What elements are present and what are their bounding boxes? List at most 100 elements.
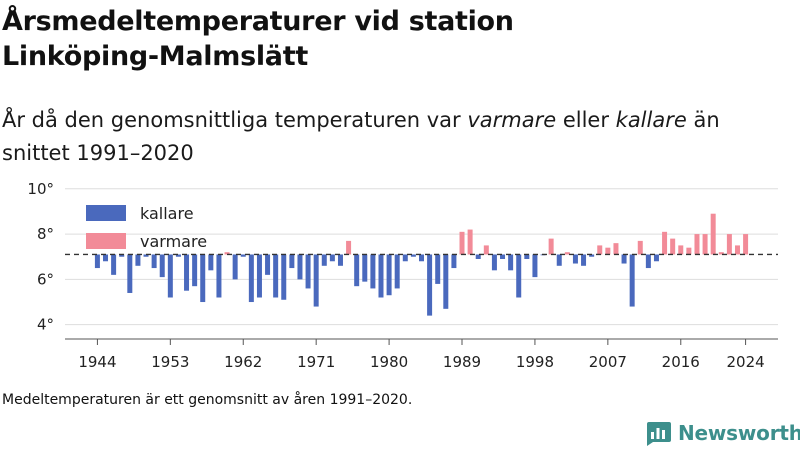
subtitle-colder-word: kallare: [615, 108, 687, 132]
footnote: Medeltemperaturen är ett genomsnitt av å…: [2, 392, 413, 408]
bar-colder: [232, 254, 238, 280]
subtitle-warmer-word: varmare: [467, 108, 557, 132]
bar-colder: [394, 254, 400, 289]
legend-label-colder: kallare: [140, 204, 194, 223]
bar-colder: [329, 254, 335, 262]
bar-warmer: [743, 234, 749, 255]
bar-colder: [94, 254, 100, 269]
axes: 4° 6° 8° 10° 1944 1953 1962 1971 1980 1989 1998 200…: [27, 180, 778, 371]
subtitle-part-2: eller: [556, 108, 616, 132]
bar-colder: [321, 254, 327, 266]
bar-colder: [313, 254, 319, 307]
x-tick-label: 2016: [662, 353, 700, 371]
bar-colder: [621, 254, 627, 264]
bar-warmer: [670, 238, 676, 255]
bar-colder: [248, 254, 254, 303]
bar-colder: [354, 254, 360, 287]
bar-warmer: [718, 252, 724, 255]
bar-colder: [151, 254, 157, 269]
x-tick-label: 1944: [78, 353, 116, 371]
x-tick-label: 1971: [297, 353, 335, 371]
bar-colder: [581, 254, 587, 266]
x-tick-label: 1980: [370, 353, 408, 371]
bar-colder: [159, 254, 165, 278]
bar-colder: [135, 254, 141, 266]
y-tick-label: 10°: [27, 180, 54, 198]
bar-colder: [500, 254, 506, 259]
bar-warmer: [686, 247, 692, 255]
bar-warmer: [726, 234, 732, 255]
bar-colder: [143, 254, 149, 257]
bar-warmer: [662, 231, 668, 255]
bar-warmer: [613, 243, 619, 255]
bar-warmer: [564, 252, 570, 255]
bar-colder: [216, 254, 222, 298]
subtitle-part-3: än snittet 1991–2020: [2, 108, 720, 165]
x-tick-label: 2007: [589, 353, 627, 371]
bar-colder: [256, 254, 262, 298]
bar-colder: [589, 254, 595, 257]
bar-colder: [532, 254, 538, 278]
bar-colder: [281, 254, 287, 300]
y-tick-label: 6°: [37, 270, 54, 288]
bar-warmer: [483, 245, 489, 255]
subtitle-part-1: År då den genomsnittliga temperaturen va…: [2, 108, 468, 132]
bar-colder: [410, 254, 416, 257]
bar-warmer: [548, 238, 554, 255]
bar-warmer: [605, 247, 611, 255]
bar-warmer: [678, 245, 684, 255]
bar-colder: [378, 254, 384, 298]
bar-warmer: [459, 231, 465, 255]
bar-colder: [443, 254, 449, 309]
bar-colder: [240, 254, 246, 257]
x-tick-label: 1998: [516, 353, 554, 371]
bar-colder: [167, 254, 173, 298]
bar-colder: [192, 254, 198, 287]
bar-colder: [653, 254, 659, 262]
bar-colder: [175, 254, 181, 257]
bar-colder: [297, 254, 303, 280]
bar-warmer: [710, 213, 716, 255]
temperature-bar-chart: 4° 6° 8° 10° 1944 1953 1962 1971 1980 1989 1998 200…: [27, 180, 778, 371]
x-tick-label: 1962: [224, 353, 262, 371]
bar-colder: [386, 254, 392, 296]
bar-colder: [435, 254, 441, 284]
bar-colder: [524, 254, 530, 259]
bar-colder: [273, 254, 279, 298]
x-tick-label: 1989: [443, 353, 481, 371]
bar-warmer: [734, 245, 740, 255]
bar-colder: [362, 254, 368, 282]
bar-warmer: [224, 252, 230, 255]
bar-colder: [516, 254, 522, 298]
y-tick-label: 8°: [37, 225, 54, 243]
bar-colder: [491, 254, 497, 271]
bar-warmer: [702, 234, 708, 255]
bar-colder: [451, 254, 457, 269]
chart-subtitle: År då den genomsnittliga temperaturen va…: [2, 104, 792, 170]
bar-colder: [103, 254, 109, 262]
bar-colder: [475, 254, 481, 259]
bar-colder: [111, 254, 117, 275]
legend: kallare varmare: [86, 204, 207, 251]
bar-colder: [265, 254, 271, 275]
legend-swatch-warmer: [86, 233, 126, 249]
bar-warmer: [346, 240, 352, 255]
bar-colder: [402, 254, 408, 262]
bar-colder: [208, 254, 214, 271]
bar-colder: [200, 254, 206, 303]
bar-colder: [184, 254, 190, 291]
bar-colder: [289, 254, 295, 269]
bar-colder: [127, 254, 133, 293]
bar-colder: [427, 254, 433, 316]
bar-warmer: [597, 245, 603, 255]
bar-warmer: [694, 234, 700, 255]
bar-colder: [419, 254, 424, 262]
bar-warmer: [637, 240, 643, 255]
x-tick-label: 1953: [151, 353, 189, 371]
bar-colder: [370, 254, 376, 289]
bar-colder: [119, 254, 125, 257]
chart-title: Årsmedeltemperaturer vid station Linköpi…: [2, 6, 514, 72]
bars: [94, 213, 749, 316]
legend-swatch-colder: [86, 205, 126, 221]
bar-colder: [556, 254, 562, 266]
